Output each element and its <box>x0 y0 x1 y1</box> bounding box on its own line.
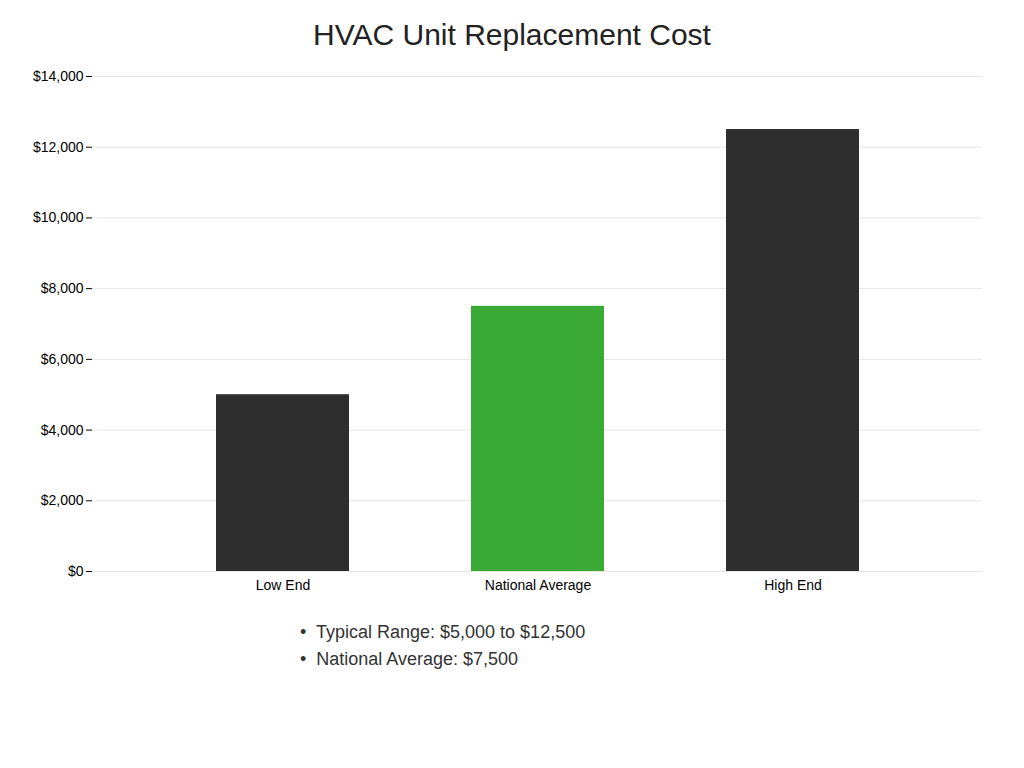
svg-text:$4,000: $4,000 <box>41 422 84 438</box>
svg-text:$10,000: $10,000 <box>33 209 84 225</box>
svg-text:$6,000: $6,000 <box>41 351 84 367</box>
svg-text:$12,000: $12,000 <box>33 139 84 155</box>
html-text:• Typical Range: $5,000 to $12: • Typical Range: $5,000 to $12,500 <box>300 622 586 642</box>
html-text:• National Average: $7,500: • National Average: $7,500 <box>300 649 519 669</box>
svg-text:$2,000: $2,000 <box>41 492 84 508</box>
svg-text:$8,000: $8,000 <box>41 280 84 296</box>
svg-text:$14,000: $14,000 <box>33 68 84 84</box>
svg-text:High End: High End <box>764 577 822 593</box>
svg-text:$0: $0 <box>68 563 84 579</box>
svg-text:National Average: National Average <box>485 577 592 593</box>
svg-text:Low End: Low End <box>256 577 310 593</box>
html-text:HVAC Unit Replacement Cost: HVAC Unit Replacement Cost <box>313 18 711 51</box>
